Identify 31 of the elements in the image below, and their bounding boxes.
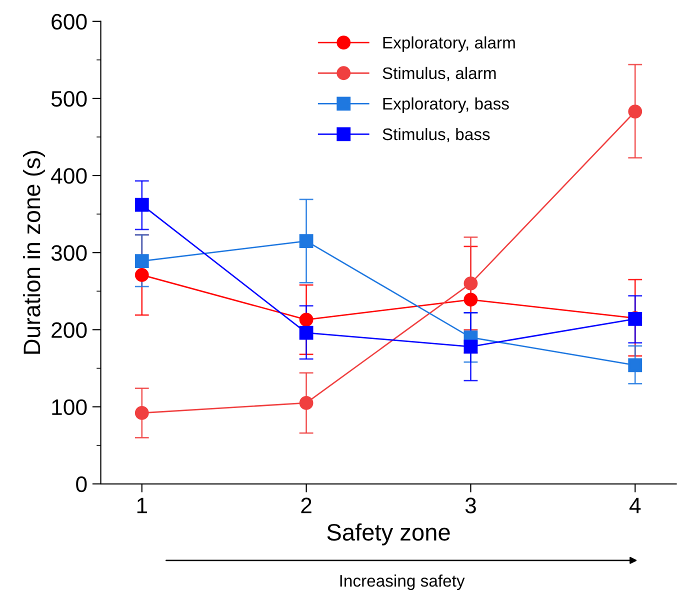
- point: [134, 254, 149, 268]
- point: [299, 234, 314, 248]
- point: [464, 292, 478, 307]
- point: [628, 104, 642, 118]
- x-tick-label: 2: [301, 498, 312, 514]
- point: [464, 340, 478, 354]
- y-tick-label: 0: [76, 476, 87, 492]
- x-tick-label: 4: [629, 498, 641, 514]
- point: [134, 406, 149, 420]
- y-tick-label: 300: [51, 245, 87, 261]
- point: [464, 276, 478, 290]
- y-tick-label: 100: [52, 399, 87, 416]
- legend-label: Stimulus, bass: [382, 128, 490, 142]
- point: [134, 198, 149, 212]
- legend-label: Exploratory, alarm: [383, 36, 515, 52]
- x-tick-label: 1: [137, 498, 147, 514]
- y-tick-label: 200: [52, 322, 87, 338]
- point: [299, 312, 314, 327]
- y-tick-label: 400: [51, 168, 87, 184]
- text: Increasing safety: [340, 574, 465, 590]
- x-axis-title: Safety zone: [327, 523, 450, 546]
- y-axis-title: Duration in zone (s): [22, 151, 45, 354]
- point: [134, 268, 149, 282]
- legend-label: Stimulus, alarm: [382, 66, 496, 82]
- legend-label: Exploratory, bass: [383, 97, 509, 113]
- y-tick-label: 600: [52, 14, 87, 30]
- x-tick-label: 3: [465, 498, 476, 514]
- point: [299, 396, 314, 410]
- y-tick-label: 500: [51, 90, 87, 107]
- point: [628, 358, 642, 372]
- point: [299, 326, 314, 340]
